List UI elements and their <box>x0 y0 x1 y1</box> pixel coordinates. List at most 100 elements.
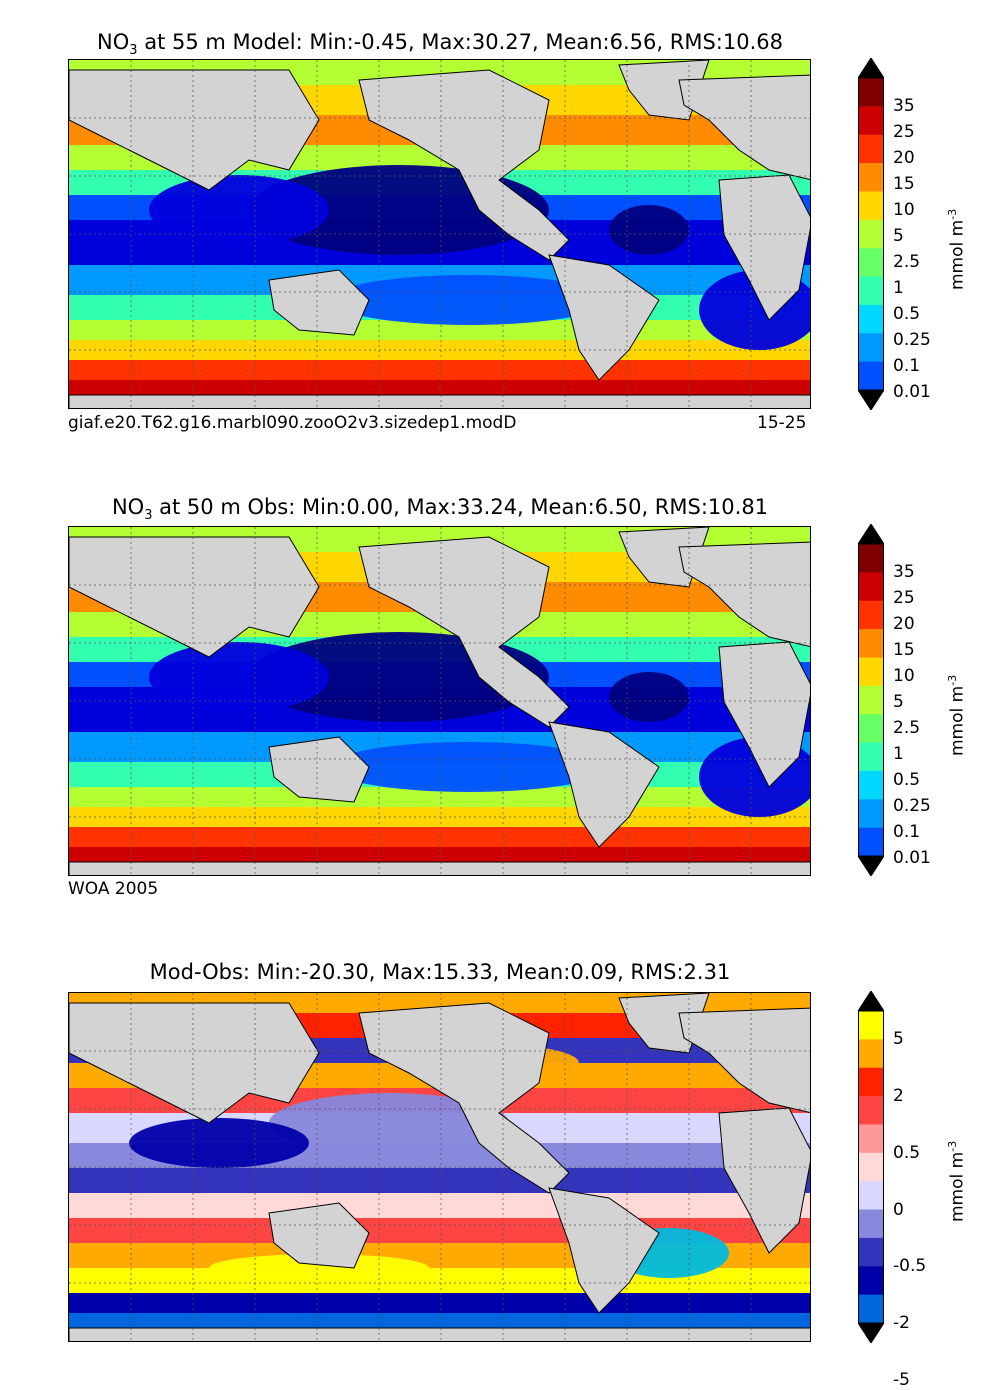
colorbar-tick-label: 35 <box>893 96 915 116</box>
landmass <box>69 394 810 408</box>
landmass <box>69 861 810 875</box>
colorbar-tick-label: 0.25 <box>893 330 931 350</box>
colorbar-bin <box>858 1039 884 1069</box>
colorbar-tick-label: 25 <box>893 122 915 142</box>
diff-field-svg <box>69 993 810 1341</box>
colorbar-tick-label: 0.5 <box>893 770 921 790</box>
landmass <box>718 641 810 788</box>
colorbar-unit: mmol m-3 <box>946 1140 968 1222</box>
colorbar-tick-label: 5 <box>893 226 904 246</box>
year-range: 15-25 <box>757 413 807 433</box>
colorbar-bin <box>858 600 884 630</box>
colorbar <box>858 524 884 876</box>
colorbar-tick-label: 25 <box>893 588 915 608</box>
landmass <box>69 1327 810 1341</box>
landmass <box>69 69 810 191</box>
field-blob <box>609 205 689 255</box>
landmass <box>358 69 570 261</box>
colorbar-bin <box>858 163 884 192</box>
colorbar-bin <box>858 276 884 306</box>
colorbar-bin <box>858 333 884 363</box>
colorbar-tick-label: 2.5 <box>893 252 921 272</box>
colorbar-bin <box>858 248 884 278</box>
colorbar-top-extend <box>858 58 884 79</box>
colorbar-tick-label: 10 <box>893 666 915 686</box>
colorbar-tick-label: 0.25 <box>893 796 931 816</box>
landmass <box>548 254 660 381</box>
field-blob <box>609 672 689 722</box>
colorbar-bin <box>858 134 884 164</box>
panel-title: Mod-Obs: Min:-20.30, Max:15.33, Mean:0.0… <box>149 960 731 984</box>
colorbar <box>858 991 884 1343</box>
field-blob <box>269 1093 509 1153</box>
colorbar-bin <box>858 1011 884 1040</box>
colorbar-bin <box>858 1096 884 1125</box>
colorbar-frame <box>858 1010 884 1324</box>
landmass <box>548 721 660 848</box>
field-blob <box>149 642 329 712</box>
colorbar-bin <box>858 714 884 744</box>
colorbar-bin <box>858 544 884 573</box>
landmass <box>268 269 370 336</box>
field-blob <box>329 742 609 792</box>
colorbar-tick-label: 1 <box>893 278 904 298</box>
colorbar-bin <box>858 1181 884 1211</box>
colorbar-bin <box>858 827 884 857</box>
colorbar-tick-label: 15 <box>893 640 915 660</box>
colorbar-tick-label: 20 <box>893 148 915 168</box>
colorbar-frame <box>858 77 884 391</box>
landmass <box>718 1107 810 1254</box>
colorbar-tick-label: -2 <box>893 1313 910 1333</box>
colorbar-bin <box>858 1152 884 1182</box>
colorbar-top-extend <box>858 991 884 1012</box>
landmass <box>268 736 370 803</box>
colorbar-unit: mmol m-3 <box>946 208 968 290</box>
colorbar-tick-label: 0.1 <box>893 356 921 376</box>
model-map <box>68 59 811 409</box>
colorbar-bin <box>858 1124 884 1154</box>
colorbar-tick-label: 0.01 <box>893 848 931 868</box>
landmass <box>358 536 570 728</box>
colorbar-bottom-extend <box>858 855 884 876</box>
panel-title: NO3 at 55 m Model: Min:-0.45, Max:30.27,… <box>97 30 783 59</box>
colorbar-bottom-extend <box>858 1322 884 1343</box>
panel-title: NO3 at 50 m Obs: Min:0.00, Max:33.24, Me… <box>111 495 769 524</box>
colorbar-bin <box>858 1067 884 1097</box>
colorbar-unit: mmol m-3 <box>946 674 968 756</box>
landmass <box>548 1187 660 1314</box>
colorbar-tick-label: 5 <box>893 1029 904 1050</box>
landmass <box>268 1202 370 1269</box>
colorbar-frame <box>858 543 884 857</box>
colorbar-bin <box>858 1209 884 1239</box>
field-band <box>69 360 810 380</box>
case-name: giaf.e20.T62.g16.marbl090.zooO2v3.sizede… <box>68 413 517 433</box>
colorbar-bin <box>858 1266 884 1296</box>
field-band <box>69 1168 810 1193</box>
colorbar-bin <box>858 304 884 334</box>
colorbar-bin <box>858 361 884 391</box>
colorbar-tick-label: -0.5 <box>893 1256 927 1277</box>
field-blob <box>129 1118 309 1168</box>
field-band <box>69 1293 810 1313</box>
colorbar-tick-label: 10 <box>893 200 915 220</box>
colorbar-tick-label: 0 <box>893 1199 904 1220</box>
obs-source: WOA 2005 <box>68 879 159 899</box>
field-blob <box>149 175 329 245</box>
colorbar <box>858 58 884 410</box>
colorbar-tick-label: 2 <box>893 1086 904 1107</box>
colorbar-bin <box>858 191 884 221</box>
field-blob <box>209 1254 429 1282</box>
colorbar-bin <box>858 106 884 136</box>
colorbar-bin <box>858 1294 884 1324</box>
colorbar-bin <box>858 1237 884 1267</box>
landmass <box>69 536 810 658</box>
diff-map <box>68 992 811 1342</box>
colorbar-tick-label: 0.1 <box>893 822 921 842</box>
field-band <box>69 827 810 847</box>
colorbar-top-extend <box>858 524 884 545</box>
colorbar-tick-label: 35 <box>893 562 915 582</box>
landmass <box>718 174 810 321</box>
obs-map <box>68 526 811 876</box>
colorbar-tick-label: 0.5 <box>893 1142 921 1163</box>
colorbar-bin <box>858 219 884 249</box>
